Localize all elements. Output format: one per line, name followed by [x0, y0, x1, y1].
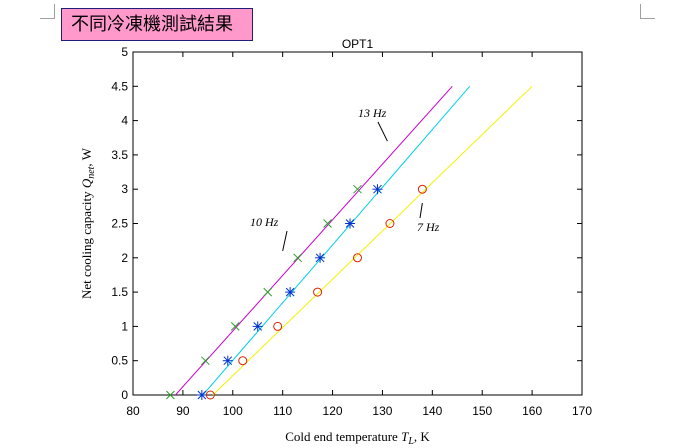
x-tick-label: 110	[273, 404, 292, 418]
circle-marker	[417, 184, 427, 194]
x-tick-label: 80	[126, 404, 140, 418]
y-axis-label: Net cooling capacity Qnet, W	[79, 147, 97, 299]
star-marker	[252, 321, 263, 332]
series-line-10-hz	[202, 85, 471, 396]
chart-title: OPT1	[342, 37, 374, 51]
x-tick-label: 130	[372, 404, 392, 418]
star-marker	[196, 390, 207, 400]
annotation-leader-line	[282, 230, 288, 252]
x-marker	[200, 356, 210, 366]
star-marker	[285, 287, 296, 298]
y-tick-label: 5	[121, 45, 128, 59]
x-marker	[323, 219, 332, 228]
series-line-7-hz	[212, 85, 533, 396]
y-tick-label: 1	[121, 319, 128, 333]
y-tick-label: 0.5	[111, 354, 128, 368]
annotation-label: 10 Hz	[250, 215, 279, 229]
annotation-leader-line	[419, 202, 423, 219]
slide-title-box: 不同冷凍機測試結果	[61, 8, 253, 41]
x-marker	[353, 184, 362, 194]
y-tick-label: 3	[121, 182, 128, 196]
x-marker	[293, 253, 302, 263]
star-marker	[315, 252, 326, 263]
x-marker	[166, 390, 175, 400]
y-tick-label: 4.5	[111, 79, 128, 93]
x-tick-label: 150	[472, 404, 492, 418]
x-axis-label: Cold end temperature TL, K	[285, 429, 430, 447]
plot-area	[132, 51, 583, 396]
star-marker	[222, 355, 233, 366]
y-tick-label: 4	[121, 114, 128, 128]
series-markers	[166, 184, 427, 400]
annotation-leader-line	[377, 121, 388, 142]
axis-ticks: 80 90 100 110 120 130 140 150 160 170 0 0.5 1 1.5 2 2.5…	[111, 45, 592, 418]
circle-marker	[205, 390, 215, 400]
annotation-label: 7 Hz	[417, 220, 440, 234]
x-tick-label: 120	[323, 404, 343, 418]
x-tick-label: 90	[176, 404, 190, 418]
y-tick-label: 2.5	[111, 217, 128, 231]
slide-title: 不同冷凍機測試結果	[71, 14, 233, 35]
y-tick-label: 3.5	[111, 148, 128, 162]
y-tick-label: 0	[121, 388, 128, 402]
series-line-13-hz	[175, 85, 453, 396]
circle-marker	[385, 219, 395, 228]
circle-marker	[238, 356, 248, 366]
page-corner-mark-right	[640, 4, 655, 19]
annotation-label: 13 Hz	[358, 106, 387, 120]
annotations: 13 Hz 10 Hz 7 Hz	[250, 106, 440, 252]
star-marker	[372, 184, 383, 195]
x-tick-label: 100	[223, 404, 243, 418]
circle-marker	[313, 287, 323, 297]
x-tick-label: 140	[422, 404, 442, 418]
star-marker	[345, 218, 356, 229]
y-tick-label: 2	[121, 251, 128, 265]
series-lines	[175, 85, 533, 396]
x-marker	[263, 287, 273, 297]
y-tick-label: 1.5	[111, 285, 128, 299]
page-corner-mark-left	[40, 4, 55, 19]
x-marker	[230, 322, 240, 331]
circle-marker	[273, 321, 283, 331]
x-tick-label: 170	[572, 404, 592, 418]
circle-marker	[353, 253, 362, 263]
x-tick-label: 160	[522, 404, 542, 418]
